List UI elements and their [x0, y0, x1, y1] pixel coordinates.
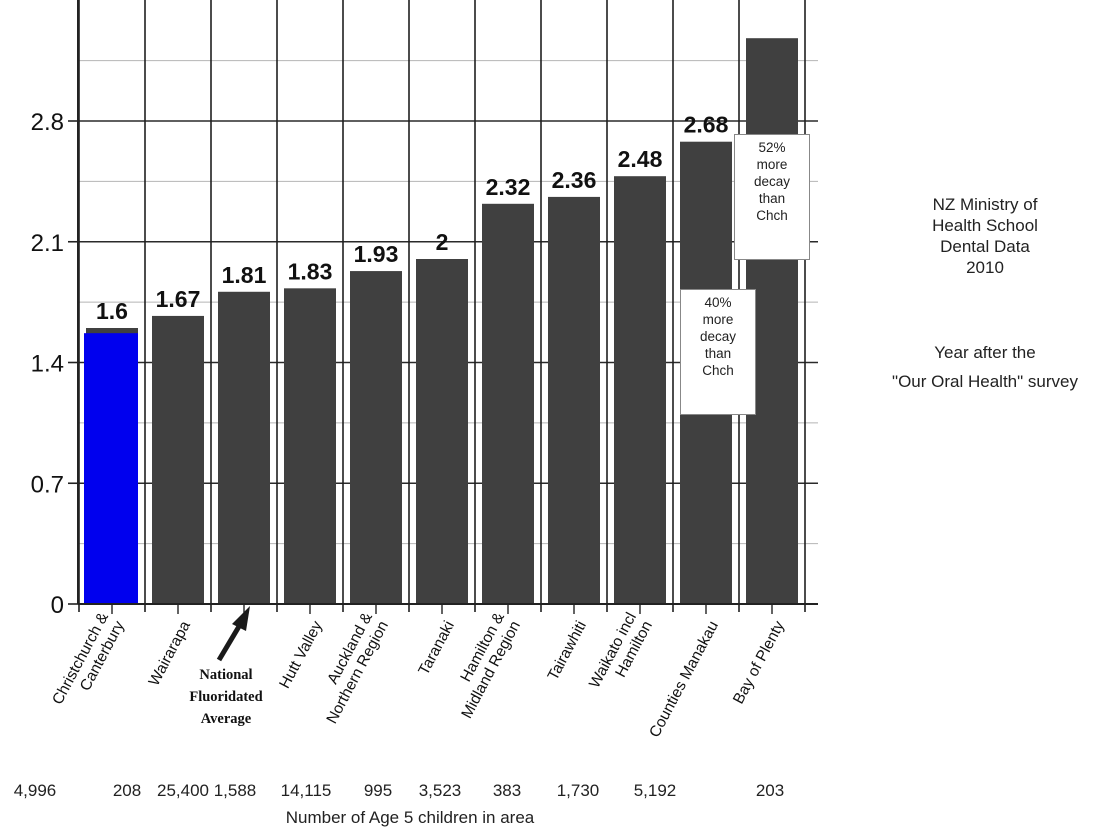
bar — [284, 288, 336, 604]
data-label: 2.68 — [684, 112, 729, 138]
y-tick-label: 0 — [51, 592, 64, 619]
source-line: NZ Ministry of — [932, 195, 1038, 214]
data-label: 2.32 — [486, 174, 531, 200]
x-axis-label: Number of Age 5 children in area — [285, 808, 535, 827]
children-count: 14,115 — [281, 781, 332, 800]
x-tick-label: Bay of Plenty — [730, 618, 788, 707]
data-label: 1.81 — [222, 262, 267, 288]
children-count: 4,996 — [14, 781, 57, 800]
grid-lines — [78, 0, 818, 612]
y-tick-label: 1.4 — [31, 351, 64, 378]
bar — [548, 196, 600, 604]
survey-line: Year after the — [934, 343, 1036, 362]
highlight-bar — [84, 333, 138, 604]
callout-line: than — [758, 191, 786, 206]
national-average-note: National Fluoridated Average — [174, 664, 278, 730]
bar — [416, 259, 468, 604]
source-line: Dental Data — [940, 237, 1030, 256]
bar — [152, 315, 204, 604]
callout-line: 40% — [704, 295, 732, 310]
tick-labels: Christchurch &Canterbury Wairarapa Hutt Va… — [14, 609, 788, 800]
bar — [350, 271, 402, 604]
x-tick-label: Taranaki — [415, 618, 458, 678]
x-tick-label-line: Taranaki — [415, 618, 458, 678]
source-line: Health School — [932, 216, 1038, 235]
callout-line: Chch — [702, 363, 734, 378]
data-label: 1.6 — [96, 298, 128, 324]
children-count: 383 — [493, 781, 521, 800]
axes: 0 0.7 1.4 2.1 2.8 — [31, 0, 818, 619]
data-label: 2 — [436, 229, 449, 255]
arrow-head — [232, 606, 250, 631]
callout-line: Chch — [756, 208, 788, 223]
note-line: Average — [200, 711, 252, 727]
source-line: 2010 — [966, 258, 1004, 277]
y-tick-label: 2.8 — [31, 109, 64, 136]
children-count: 25,400 — [157, 781, 209, 800]
children-count: 5,192 — [634, 781, 677, 800]
note-line: Fluoridated — [189, 689, 263, 705]
x-tick-label-line: Tairawhiti — [545, 618, 590, 683]
bar — [482, 203, 534, 605]
note-line: National — [199, 667, 253, 683]
x-tick-label-line: Hutt Valley — [276, 618, 326, 691]
children-count: 203 — [756, 781, 784, 800]
x-tick-label-line: Bay of Plenty — [730, 618, 788, 707]
data-label: 1.67 — [156, 286, 201, 312]
callout-52-percent: 52% more decay than Chch — [734, 134, 810, 260]
x-tick-label-line: Counties Manakau — [646, 618, 722, 740]
bar — [218, 291, 270, 604]
survey-line: "Our Oral Health" survey — [892, 372, 1078, 391]
children-count: 995 — [364, 781, 392, 800]
x-tick-label: Tairawhiti — [545, 618, 590, 683]
children-count: 208 — [113, 781, 141, 800]
data-label: 1.93 — [354, 241, 399, 267]
data-label: 1.83 — [288, 258, 333, 284]
callout-line: decay — [699, 329, 737, 344]
source-note: NZ Ministry of Health School Dental Data… — [860, 194, 1108, 278]
survey-note: Year after the "Our Oral Health" survey — [860, 342, 1108, 400]
x-tick-label: Hutt Valley — [276, 618, 326, 691]
callout-line: more — [702, 312, 734, 327]
data-label: 2.48 — [618, 146, 663, 172]
children-count: 1,730 — [557, 781, 600, 800]
bar — [614, 176, 666, 604]
callout-40-percent: 40% more decay than Chch — [680, 289, 756, 415]
data-label: 2.36 — [552, 167, 597, 193]
callout-line: 52% — [758, 140, 786, 155]
children-count: 3,523 — [419, 781, 462, 800]
y-tick-label: 2.1 — [31, 230, 64, 257]
callout-line: more — [756, 157, 788, 172]
children-count: 1,588 — [214, 781, 257, 800]
data-labels: 1.6 1.67 1.81 1.83 1.93 2 2.32 2.36 2.48 2.68 — [96, 112, 729, 324]
y-tick-label: 0.7 — [31, 471, 64, 498]
x-tick-label: Christchurch &Canterbury — [49, 609, 128, 707]
callout-line: than — [704, 346, 732, 361]
x-tick-label: Counties Manakau — [646, 618, 722, 740]
callout-line: decay — [753, 174, 791, 189]
national-average-arrow — [216, 606, 250, 662]
